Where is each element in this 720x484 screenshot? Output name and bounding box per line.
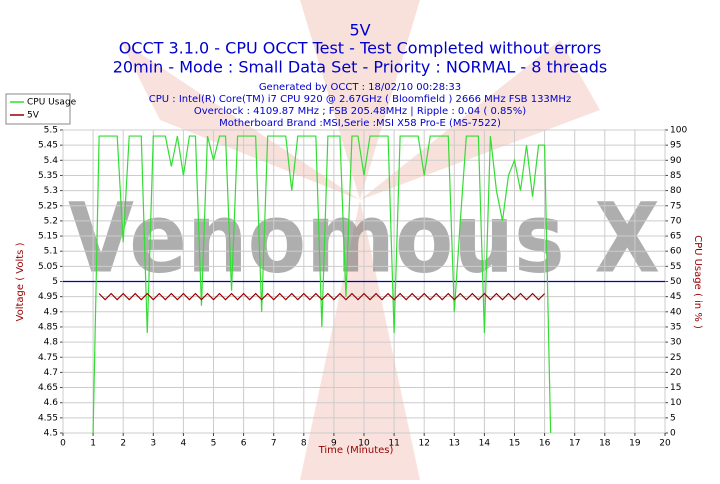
y-tick-label: 4.65: [38, 383, 58, 393]
y-tick-label: 4.95: [38, 292, 58, 302]
y2-tick-label: 55: [670, 262, 681, 272]
series-line: [92, 135, 552, 434]
chart-title: 5V: [349, 21, 370, 40]
y-tick-label: 5.4: [44, 156, 59, 166]
y2-tick-label: 25: [670, 353, 681, 363]
x-tick-label: 1: [90, 439, 96, 449]
y-tick-label: 4.5: [44, 429, 58, 439]
y-axis-title: Voltage ( Volts ): [15, 242, 26, 321]
y2-tick-label: 85: [670, 171, 681, 181]
y-tick-label: 5.25: [38, 201, 58, 211]
y2-tick-label: 90: [670, 156, 682, 166]
x-tick-label: 12: [418, 439, 429, 449]
x-tick-label: 19: [629, 439, 641, 449]
x-tick-label: 5: [211, 439, 217, 449]
y-tick-label: 5.45: [38, 141, 58, 151]
y2-tick-label: 0: [670, 429, 676, 439]
x-tick-label: 18: [599, 439, 611, 449]
info-line: Generated by OCCT : 18/02/10 00:28:33: [259, 82, 461, 93]
x-tick-label: 8: [301, 439, 307, 449]
y2-tick-label: 50: [670, 277, 682, 287]
y-tick-label: 5.5: [44, 126, 58, 136]
y2-tick-label: 15: [670, 383, 681, 393]
y2-tick-label: 35: [670, 322, 681, 332]
y2-tick-label: 80: [670, 186, 682, 196]
y2-tick-label: 60: [670, 247, 682, 257]
y-tick-label: 5.1: [44, 247, 58, 257]
x-tick-label: 2: [120, 439, 126, 449]
x-tick-label: 9: [331, 439, 337, 449]
y-tick-label: 4.9: [44, 307, 59, 317]
legend-label: CPU Usage: [27, 98, 77, 108]
x-tick-label: 13: [449, 439, 460, 449]
x-tick-label: 11: [388, 439, 399, 449]
y2-tick-label: 75: [670, 201, 681, 211]
y-tick-label: 5.35: [38, 171, 58, 181]
y-tick-label: 4.7: [44, 368, 58, 378]
x-tick-label: 7: [271, 439, 277, 449]
y2-tick-label: 95: [670, 141, 681, 151]
y-tick-label: 5.05: [38, 262, 58, 272]
y-tick-label: 4.8: [44, 338, 59, 348]
y-tick-label: 4.55: [38, 413, 58, 423]
x-axis-title: Time (Minutes): [318, 445, 394, 456]
y-tick-label: 4.6: [44, 398, 59, 408]
y2-tick-label: 10: [670, 398, 682, 408]
y-tick-label: 5.15: [38, 232, 58, 242]
y2-tick-label: 100: [670, 126, 687, 136]
legend-label: 5V: [27, 111, 40, 121]
y-tick-label: 5: [52, 277, 58, 287]
series-line: [98, 292, 546, 301]
y2-tick-label: 45: [670, 292, 681, 302]
x-tick-label: 0: [60, 439, 66, 449]
y2-tick-label: 70: [670, 216, 682, 226]
y2-tick-label: 5: [670, 413, 676, 423]
x-tick-label: 20: [659, 439, 671, 449]
x-tick-label: 3: [150, 439, 156, 449]
y-tick-label: 5.3: [44, 186, 58, 196]
y2-tick-label: 30: [670, 338, 682, 348]
info-line: CPU : Intel(R) Core(TM) i7 CPU 920 @ 2.6…: [149, 94, 571, 105]
x-tick-label: 16: [539, 439, 551, 449]
chart-subtitle: OCCT 3.1.0 - CPU OCCT Test - Test Comple…: [119, 39, 602, 58]
y-tick-label: 4.75: [38, 353, 58, 363]
x-tick-label: 10: [358, 439, 370, 449]
info-line: Motherboard Brand :MSI,Serie :MSI X58 Pr…: [219, 118, 501, 129]
legend-box: [5, 93, 71, 125]
y2-tick-label: 20: [670, 368, 682, 378]
x-tick-label: 15: [509, 439, 520, 449]
y-tick-label: 5.2: [44, 216, 58, 226]
y-tick-label: 4.85: [38, 322, 58, 332]
y2-tick-label: 40: [670, 307, 682, 317]
x-tick-label: 14: [479, 439, 491, 449]
x-tick-label: 4: [181, 439, 187, 449]
y2-axis-title: CPU Usage ( in % ): [692, 235, 703, 329]
x-tick-label: 17: [569, 439, 580, 449]
y2-tick-label: 65: [670, 232, 681, 242]
chart-subtitle: 20min - Mode : Small Data Set - Priority…: [113, 58, 608, 77]
x-tick-label: 6: [241, 439, 247, 449]
info-line: Overclock : 4109.87 MHz ; FSB 205.48MHz …: [194, 106, 526, 117]
